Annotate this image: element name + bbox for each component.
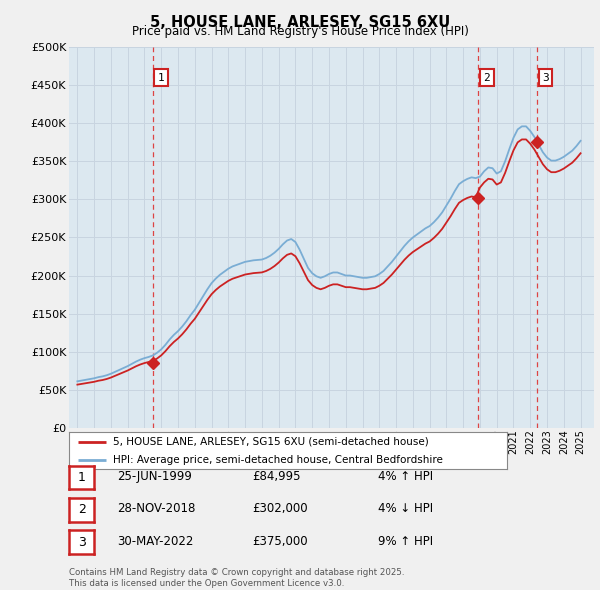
Text: 28-NOV-2018: 28-NOV-2018 [117, 502, 196, 515]
Text: 1: 1 [77, 471, 86, 484]
Text: 3: 3 [77, 536, 86, 549]
Text: 9% ↑ HPI: 9% ↑ HPI [378, 535, 433, 548]
Text: £375,000: £375,000 [252, 535, 308, 548]
Text: 4% ↑ HPI: 4% ↑ HPI [378, 470, 433, 483]
Text: HPI: Average price, semi-detached house, Central Bedfordshire: HPI: Average price, semi-detached house,… [113, 455, 443, 465]
Text: 3: 3 [542, 73, 549, 83]
Text: 4% ↓ HPI: 4% ↓ HPI [378, 502, 433, 515]
Text: 25-JUN-1999: 25-JUN-1999 [117, 470, 192, 483]
Text: 2: 2 [77, 503, 86, 516]
Text: £84,995: £84,995 [252, 470, 301, 483]
Text: £302,000: £302,000 [252, 502, 308, 515]
Text: Price paid vs. HM Land Registry's House Price Index (HPI): Price paid vs. HM Land Registry's House … [131, 25, 469, 38]
Text: 30-MAY-2022: 30-MAY-2022 [117, 535, 193, 548]
Text: 1: 1 [158, 73, 164, 83]
Text: 5, HOUSE LANE, ARLESEY, SG15 6XU (semi-detached house): 5, HOUSE LANE, ARLESEY, SG15 6XU (semi-d… [113, 437, 428, 447]
Text: Contains HM Land Registry data © Crown copyright and database right 2025.
This d: Contains HM Land Registry data © Crown c… [69, 568, 404, 588]
Text: 5, HOUSE LANE, ARLESEY, SG15 6XU: 5, HOUSE LANE, ARLESEY, SG15 6XU [150, 15, 450, 30]
Text: 2: 2 [484, 73, 490, 83]
